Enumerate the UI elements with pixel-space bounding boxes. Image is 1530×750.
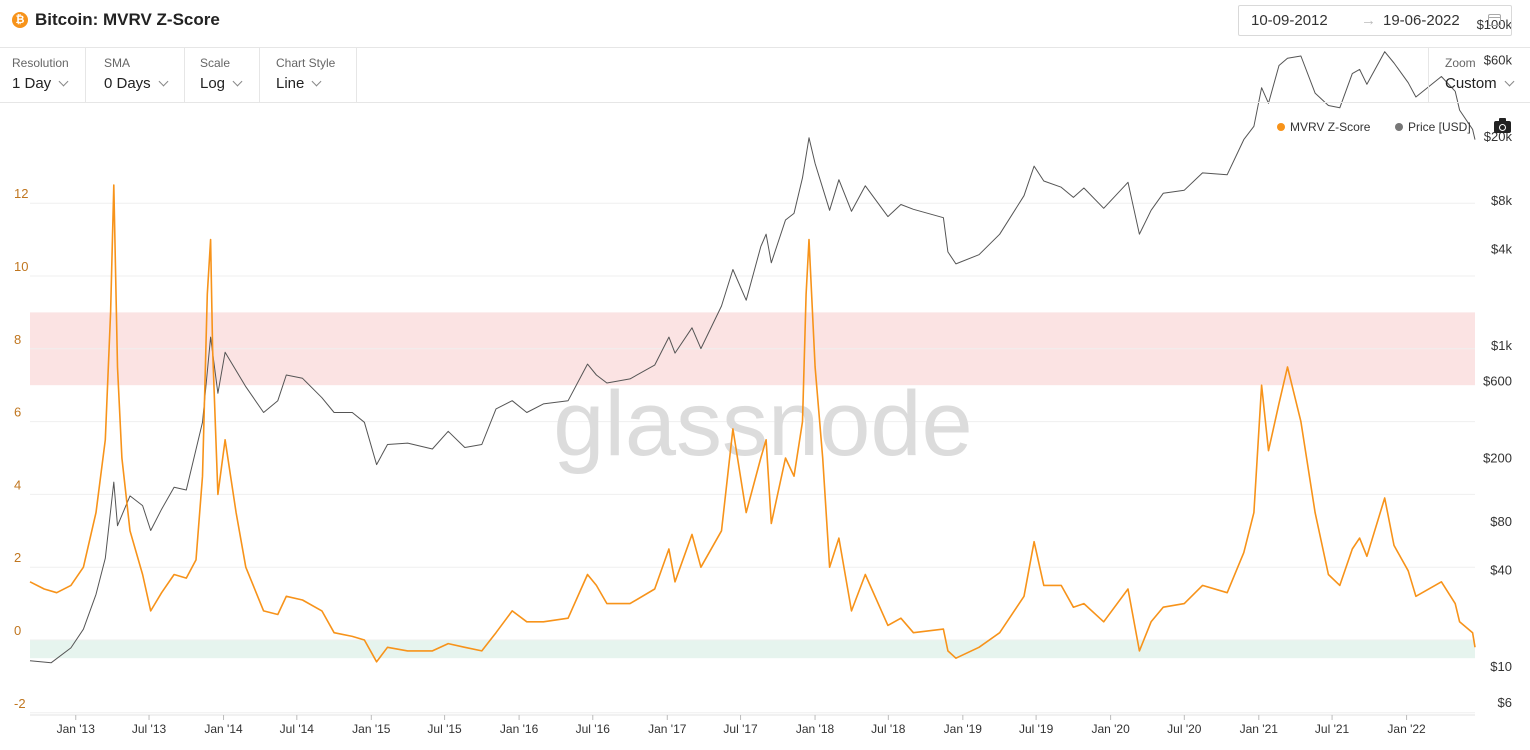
zscore-line: [29, 184, 1476, 663]
scale-label: Scale: [200, 56, 231, 70]
x-tick-label: Jul '20: [1167, 722, 1202, 736]
resolution-value: 1 Day: [12, 75, 52, 92]
x-tick-label: Jan '15: [352, 722, 391, 736]
x-tick-label: Jul '16: [576, 722, 611, 736]
y-right-tick-label: $100k: [1477, 17, 1513, 32]
y-right-tick-label: $40: [1490, 563, 1512, 578]
x-tick-label: Jul '18: [871, 722, 906, 736]
chart-controls: Resolution 1 Day SMA 0 Days Scale Log Ch…: [0, 48, 1530, 103]
sma-dropdown[interactable]: SMA 0 Days: [92, 48, 185, 102]
y-right-tick-label: $60k: [1484, 52, 1513, 67]
gridlines: [30, 202, 1475, 714]
band-green: [30, 640, 1475, 659]
scale-value: Log: [200, 75, 226, 92]
x-tick-label: Jul '14: [280, 722, 315, 736]
y-right-tick-label: $80: [1490, 514, 1512, 529]
y-left-tick-label: -2: [14, 696, 26, 711]
y-right-tick-label: $1k: [1491, 338, 1512, 353]
resolution-dropdown[interactable]: Resolution 1 Day: [0, 48, 86, 102]
y-left-tick-label: 0: [14, 623, 21, 638]
y-right-tick-label: $600: [1483, 374, 1512, 389]
zscore-series: [29, 184, 1476, 663]
chevron-down-icon: [158, 76, 169, 87]
sma-label: SMA: [104, 56, 131, 70]
x-tick-label: Jan '16: [500, 722, 539, 736]
y-right-tick-label: $6: [1498, 695, 1512, 710]
sma-value: 0 Days: [104, 75, 151, 92]
x-tick-label: Jan '22: [1387, 722, 1426, 736]
resolution-label: Resolution: [12, 56, 69, 70]
x-tick-label: Jan '13: [57, 722, 96, 736]
calendar-icon[interactable]: [1488, 14, 1501, 26]
y-axis-left: -2 0 2 4 6 8 10 12: [14, 186, 28, 711]
x-tick-label: Jan '17: [648, 722, 687, 736]
x-tick-label: Jan '20: [1091, 722, 1130, 736]
date-end-input[interactable]: 19-06-2022: [1383, 12, 1460, 29]
scale-dropdown[interactable]: Scale Log: [188, 48, 260, 102]
y-left-tick-label: 12: [14, 186, 28, 201]
page-title: Bitcoin: MVRV Z-Score: [35, 10, 220, 29]
legend-swatch: [1277, 123, 1285, 131]
date-start-input[interactable]: 10-09-2012: [1251, 12, 1328, 29]
chart-style-label: Chart Style: [276, 56, 336, 70]
y-left-tick-label: 4: [14, 477, 21, 492]
x-axis: Jan '13 Jul '13 Jan '14 Jul '14 Jan '15 Jul '…: [30, 714, 1475, 736]
chevron-down-icon: [1504, 76, 1515, 87]
x-tick-label: Jan '18: [796, 722, 835, 736]
x-tick-label: Jul '19: [1019, 722, 1054, 736]
y-left-tick-label: 10: [14, 259, 28, 274]
y-right-tick-label: $8k: [1491, 193, 1512, 208]
price-line: [29, 51, 1476, 664]
zoom-label: Zoom: [1445, 56, 1476, 70]
y-left-tick-label: 2: [14, 550, 21, 565]
x-tick-label: Jan '19: [944, 722, 983, 736]
legend-swatch: [1395, 123, 1403, 131]
legend-label: Price [USD]: [1408, 120, 1471, 134]
x-tick-label: Jan '21: [1240, 722, 1279, 736]
chevron-down-icon: [311, 76, 322, 87]
chevron-down-icon: [232, 76, 243, 87]
legend-label: MVRV Z-Score: [1290, 120, 1371, 134]
x-tick-label: Jul '15: [427, 722, 462, 736]
legend-item-price-usd[interactable]: Price [USD]: [1395, 120, 1471, 134]
y-right-tick-label: $4k: [1491, 241, 1512, 256]
chart-style-value: Line: [276, 75, 305, 92]
camera-icon[interactable]: [1494, 118, 1511, 133]
arrow-right-icon: →: [1361, 12, 1376, 29]
zoom-dropdown[interactable]: Zoom Custom: [1428, 48, 1530, 102]
x-tick-label: Jul '17: [723, 722, 758, 736]
top-bar: ₿ Bitcoin: MVRV Z-Score 10-09-2012 → 19-…: [0, 0, 1530, 48]
y-right-tick-label: $200: [1483, 450, 1512, 465]
price-series: [29, 51, 1476, 664]
legend-item-mvrv-z-score[interactable]: MVRV Z-Score: [1277, 120, 1370, 134]
bitcoin-icon: ₿: [12, 12, 28, 28]
y-left-tick-label: 6: [14, 405, 21, 420]
zone-bands: [30, 312, 1475, 659]
chart-style-dropdown[interactable]: Chart Style Line: [264, 48, 357, 102]
x-tick-label: Jul '13: [132, 722, 167, 736]
date-range-picker[interactable]: 10-09-2012 → 19-06-2022: [1238, 5, 1512, 36]
y-right-tick-label: $10: [1490, 659, 1512, 674]
chevron-down-icon: [58, 76, 69, 87]
y-left-tick-label: 8: [14, 332, 21, 347]
zoom-value: Custom: [1445, 75, 1497, 92]
watermark: glassnode: [553, 373, 972, 475]
x-tick-label: Jul '21: [1315, 722, 1350, 736]
x-tick-label: Jan '14: [204, 722, 243, 736]
